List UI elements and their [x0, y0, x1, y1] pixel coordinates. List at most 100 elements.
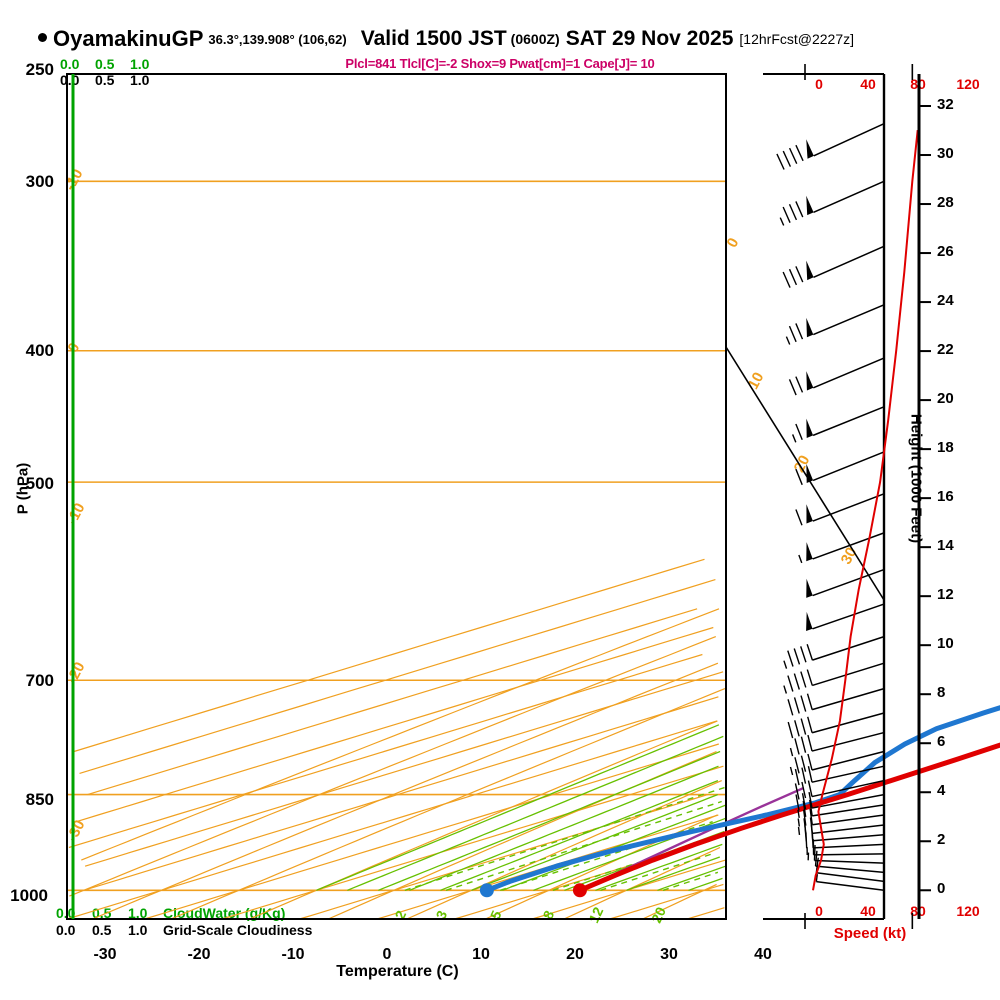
- pressure-tick-250: 250: [25, 60, 54, 79]
- height-tick-30: 30: [937, 145, 954, 163]
- wind-barb: [797, 808, 885, 827]
- speed-tick-40-top: 40: [860, 76, 876, 92]
- pressure-tick-300: 300: [25, 172, 54, 191]
- pressure-tick-850: 850: [25, 790, 54, 809]
- wind-barb: [787, 687, 885, 716]
- temperature-line: [577, 742, 1000, 893]
- temp-tick-40: 40: [754, 946, 772, 963]
- cloudwater-tick-0-b: 0.0: [56, 905, 76, 921]
- mixing-ratio-label-20: 20: [648, 904, 669, 925]
- dewpoint-curve: [484, 705, 1000, 893]
- wind-speed-line: [812, 129, 919, 891]
- height-axis: [917, 74, 931, 919]
- station-marker-icon: [38, 33, 47, 42]
- wind-barb: [795, 791, 885, 811]
- wind-barbs: [776, 122, 885, 892]
- surface-temperature-marker: [572, 883, 587, 898]
- height-tick-0: 0: [937, 880, 946, 898]
- pressure-tick-400: 400: [25, 341, 54, 360]
- temperature-curve: [577, 742, 1000, 893]
- wind-barb: [776, 122, 885, 170]
- cloudiness-tick-2: 1.0: [130, 72, 150, 88]
- height-tick-14: 14: [937, 537, 954, 555]
- height-tick-4: 4: [937, 782, 946, 800]
- valid-date: SAT 29 Nov 2025: [565, 27, 734, 50]
- wind-barb: [798, 532, 885, 564]
- isobar-lines: [67, 73, 726, 892]
- height-tick-6: 6: [937, 733, 946, 751]
- cloud-scale-axis: [66, 74, 75, 919]
- cloudwater-tick-2-b: 1.0: [128, 905, 148, 921]
- wind-barb: [789, 731, 885, 757]
- height-tick-2: 2: [937, 831, 946, 849]
- wind-barb: [782, 245, 885, 288]
- wind-barb: [794, 779, 885, 800]
- wind-speed-curve: [804, 64, 919, 929]
- surface-markers: [479, 883, 587, 898]
- station-coordinates: 36.3°,139.908° (106,62): [208, 31, 347, 47]
- wind-barb: [783, 635, 885, 669]
- temp-tick-20: 20: [566, 946, 584, 963]
- valid-time-utc: (0600Z): [510, 31, 560, 47]
- cloudwater-tick-1: 0.5: [95, 56, 115, 72]
- height-tick-20: 20: [937, 390, 954, 408]
- speed-tick-40-bottom: 40: [860, 903, 876, 919]
- sounding-parameters: Plcl=841 Tlcl[C]=-2 Shox=9 Pwat[cm]=1 Ca…: [345, 56, 655, 71]
- height-tick-32: 32: [937, 96, 954, 113]
- station-name: OyamakinuGP: [53, 26, 204, 51]
- wind-panel-frame: [763, 73, 886, 920]
- wind-barb: [788, 357, 885, 396]
- wind-barb: [795, 493, 885, 526]
- speed-tick-120-bottom: 120: [956, 903, 980, 919]
- height-tick-28: 28: [937, 194, 954, 212]
- wind-barb: [815, 874, 885, 892]
- speed-axis-title: Speed (kt): [833, 925, 907, 942]
- wind-barb: [806, 603, 885, 632]
- forecast-info: [12hrFcst@2227z]: [739, 31, 855, 47]
- speed-tick-0-top: 0: [815, 76, 823, 92]
- wind-barb: [785, 304, 885, 345]
- wind-barb: [791, 406, 885, 443]
- plot-frame: [66, 73, 885, 920]
- adiabat-label-right-3: 30: [838, 545, 861, 568]
- wind-barb: [787, 712, 885, 739]
- temp-tick--10: -10: [281, 946, 305, 963]
- height-tick-24: 24: [937, 292, 954, 310]
- pressure-tick-700: 700: [25, 671, 54, 690]
- temp-tick--30: -30: [93, 946, 117, 963]
- height-tick-8: 8: [937, 684, 946, 702]
- isotherm-lines: [66, 558, 726, 920]
- wind-barb: [795, 451, 885, 486]
- wind-barb: [783, 662, 885, 694]
- cloudiness-tick-0: 0.0: [60, 72, 80, 88]
- temp-tick--20: -20: [187, 946, 211, 963]
- header: OyamakinuGP 36.3°,139.908° (106,62) Valid …: [0, 26, 1000, 52]
- wind-barb: [797, 817, 885, 836]
- cloudiness-tick-1: 0.5: [95, 72, 115, 88]
- cloudiness-tick-0-b: 0.0: [56, 922, 76, 938]
- height-tick-26: 26: [937, 243, 954, 261]
- wind-barb: [779, 180, 885, 226]
- temp-tick-0: 0: [382, 946, 392, 963]
- cloudiness-label: Grid-Scale Cloudiness: [163, 922, 313, 938]
- dewpoint-line: [484, 705, 1000, 893]
- height-tick-12: 12: [937, 586, 954, 604]
- height-tick-10: 10: [937, 635, 954, 653]
- mixing-ratio-label-12: 12: [585, 904, 606, 925]
- wind-barb: [797, 799, 885, 818]
- cloudiness-tick-2-b: 1.0: [128, 922, 148, 938]
- temp-tick-30: 30: [660, 946, 678, 963]
- pressure-tick-500: 500: [25, 474, 54, 493]
- speed-tick-120-top: 120: [956, 76, 980, 92]
- valid-time: Valid 1500 JST: [360, 27, 507, 50]
- pressure-tick-1000: 1000: [10, 886, 48, 905]
- wind-barb: [814, 850, 885, 874]
- height-tick-18: 18: [937, 439, 954, 457]
- height-tick-16: 16: [937, 488, 954, 506]
- cloudwater-tick-0: 0.0: [60, 56, 80, 72]
- wind-barb: [794, 765, 885, 786]
- surface-dewpoint-marker: [479, 883, 494, 898]
- temp-tick-10: 10: [472, 946, 490, 963]
- height-tick-22: 22: [937, 341, 954, 359]
